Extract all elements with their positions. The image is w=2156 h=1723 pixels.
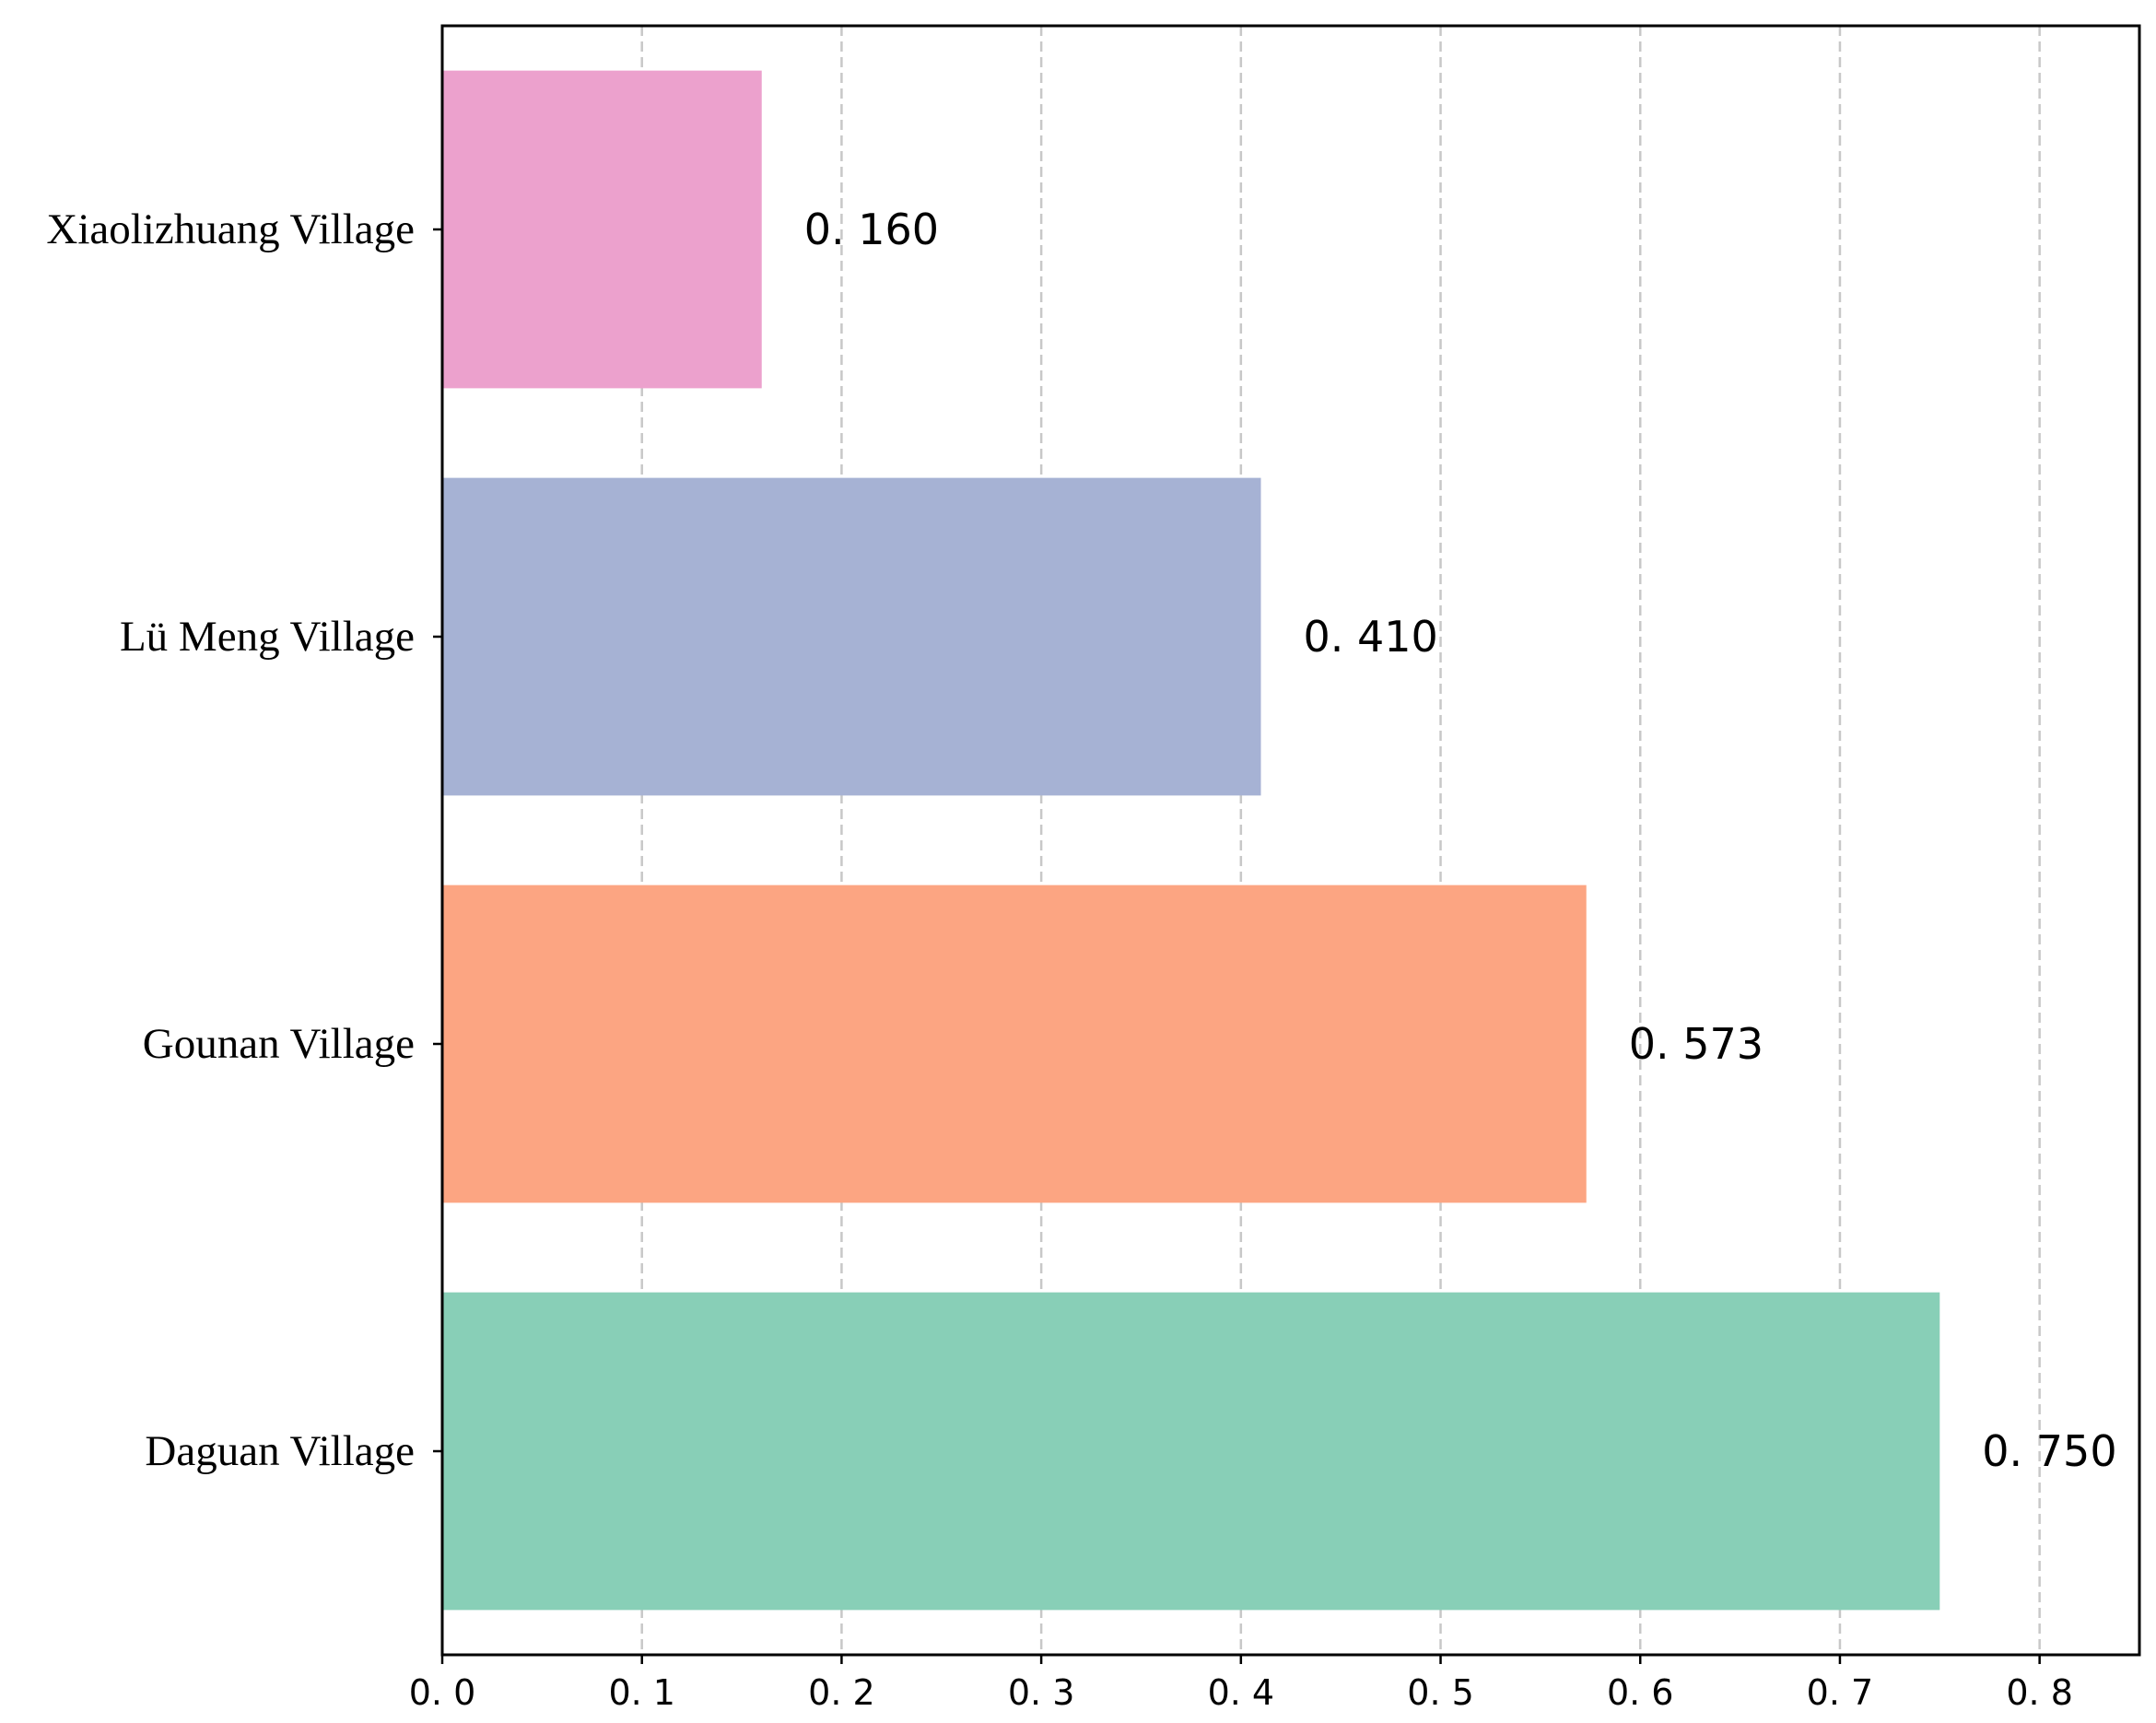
- bar: [443, 477, 1261, 796]
- bar: [443, 1292, 1940, 1611]
- data-label: 0. 160: [804, 205, 939, 254]
- y-tick-label: Xiaolizhuang Village: [46, 205, 415, 253]
- y-axis: Daguan Village Gounan Village Lü Meng Vill…: [46, 205, 442, 1475]
- x-tick-label: 0. 8: [2006, 1672, 2073, 1713]
- y-tick-label: Lü Meng Village: [120, 613, 415, 661]
- x-tick-label: 0. 5: [1407, 1672, 1474, 1713]
- x-tick-label: 0. 1: [608, 1672, 675, 1713]
- x-tick-label: 0. 3: [1008, 1672, 1075, 1713]
- x-tick-label: 0. 4: [1208, 1672, 1275, 1713]
- x-tick-label: 0. 6: [1607, 1672, 1674, 1713]
- x-axis: 0. 0 0. 1 0. 2 0. 3 0. 4 0. 5 0. 6 0. 7 0. 8: [409, 1655, 2073, 1713]
- value-labels: 0. 750 0. 573 0. 410 0. 160: [804, 205, 2117, 1476]
- x-tick-label: 0. 0: [409, 1672, 476, 1713]
- plot-frame: [440, 24, 2141, 1657]
- data-label: 0. 573: [1629, 1019, 1763, 1069]
- data-label: 0. 410: [1303, 612, 1437, 662]
- y-tick-label: Gounan Village: [143, 1020, 415, 1068]
- bar: [443, 885, 1587, 1203]
- bar: [443, 70, 762, 389]
- grid-lines: [640, 26, 2041, 1655]
- bars: [443, 70, 1940, 1611]
- x-tick-label: 0. 7: [1807, 1672, 1874, 1713]
- y-tick-label: Daguan Village: [145, 1427, 415, 1475]
- x-tick-label: 0. 2: [808, 1672, 875, 1713]
- data-label: 0. 750: [1982, 1426, 2116, 1476]
